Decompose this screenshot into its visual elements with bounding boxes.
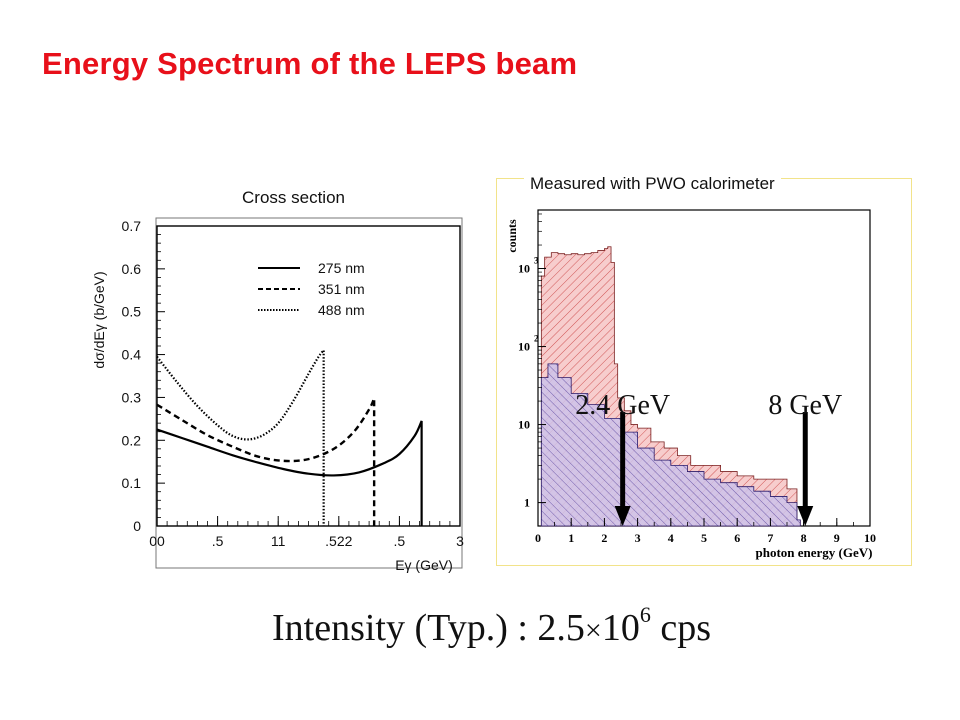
left-x-tick-label: 11 [271,533,286,549]
left-y-tick-label: 0.5 [122,304,142,320]
left-y-tick-label: 0.2 [122,432,142,448]
intensity-formula: Intensity (Typ.) : 2.5×106 cps [272,602,711,650]
right-x-tick-label: 9 [834,531,840,545]
right-x-tick-label: 4 [668,531,674,545]
formula-exponent: 6 [639,602,651,628]
right-y-tick-label: 1 [524,496,530,510]
left-x-axis-label: Eγ (GeV) [395,557,453,573]
right-x-tick-label: 7 [767,531,773,545]
formula-base: 10 [601,607,640,649]
right-x-tick-label: 0 [535,531,541,545]
slide-title: Energy Spectrum of the LEPS beam [42,46,578,81]
right-x-tick-label: 5 [701,531,707,545]
formula-times-sign: × [584,614,602,647]
right-y-axis-label: counts [505,219,519,253]
series-line-351-nm [156,397,376,526]
left-x-tick-label: .5 [394,533,406,549]
annotation-arrow-head [614,506,631,526]
right-y-tick-exponent: 3 [534,256,539,266]
left-y-axis-label: dσ/dEγ (b/GeV) [91,271,107,368]
left-y-tick-label: 0.6 [122,261,142,277]
annotation-arrow-head [797,506,814,526]
measured-spectrum-caption: Measured with PWO calorimeter [524,174,781,194]
formula-unit: cps [660,607,711,649]
left-plot-frame [155,217,463,569]
left-x-tick-label: .522 [325,533,352,549]
right-y-tick-label: 10 [518,262,530,276]
left-x-tick-label: .5 [212,533,224,549]
left-axes-box [156,225,461,527]
legend-label-351: 351 nm [318,281,365,297]
left-y-tick-label: 0 [133,518,141,534]
left-y-tick-label: 0.7 [122,218,142,234]
right-x-tick-label: 10 [864,531,876,545]
left-y-tick-label: 0.4 [122,347,142,363]
measured-spectrum-chart: 0 1 2 3 4 5 6 7 8 9 10 1 10 10 2 10 3 counts photon ener… [505,209,876,560]
right-x-tick-label: 8 [801,531,807,545]
annotation-label: 2.4 GeV [575,390,670,421]
right-x-tick-label: 6 [734,531,740,545]
cross-section-caption: Cross section [242,188,345,207]
right-x-axis-label: photon energy (GeV) [756,545,873,560]
formula-prefix: Intensity (Typ.) : 2.5 [272,607,585,649]
left-x-tick-label: 00 [149,533,165,549]
spectrum-area-tagged [540,363,801,527]
cross-section-chart: 0 0.1 0.2 0.3 0.4 0.5 0.6 0.7 00 .5 11 .522 .5 3 dσ/d… [91,217,464,573]
legend-label-488: 488 nm [318,302,365,318]
right-y-tick-label: 10 [518,340,530,354]
left-y-tick-label: 0.3 [122,389,142,405]
left-x-tick-label: 3 [456,533,464,549]
right-x-tick-label: 3 [635,531,641,545]
series-line-275-nm [156,420,423,526]
right-y-tick-exponent: 2 [534,334,539,344]
right-y-tick-label: 10 [518,418,530,432]
legend-label-275: 275 nm [318,260,365,276]
right-x-tick-label: 2 [601,531,607,545]
left-y-tick-label: 0.1 [122,475,142,491]
left-legend: 275 nm 351 nm 488 nm [258,260,365,318]
right-x-tick-label: 1 [568,531,574,545]
annotation-label: 8 GeV [768,390,842,421]
